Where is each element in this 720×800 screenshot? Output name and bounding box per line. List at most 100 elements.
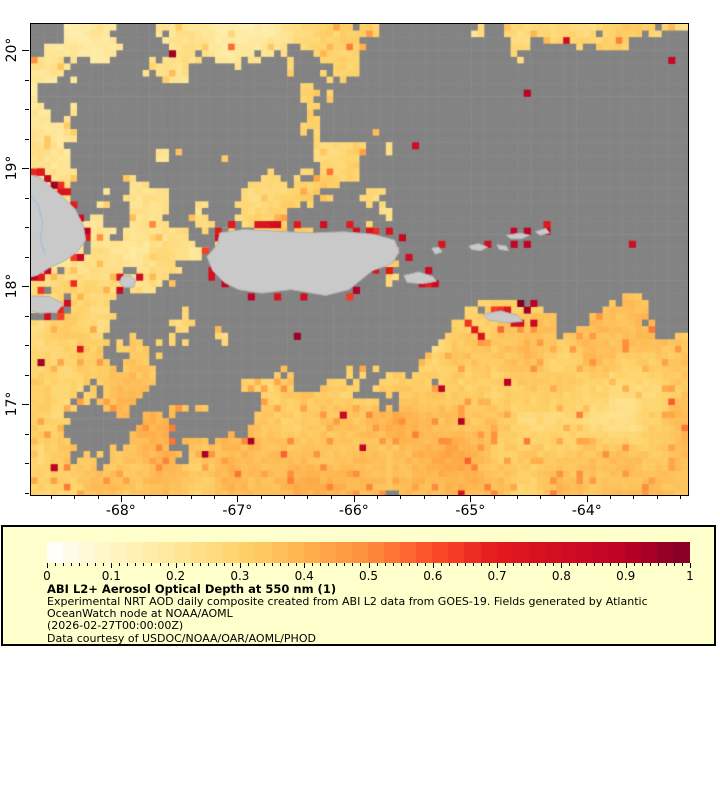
legend-text-block: ABI L2+ Aerosol Optical Depth at 550 nm … [47, 582, 648, 645]
colorbar-minor-tick [352, 563, 354, 566]
colorbar-tick-label: 1 [686, 569, 694, 583]
x-axis-label: -67° [222, 503, 253, 519]
colorbar-tick-label: 0.4 [294, 569, 314, 583]
colorbar-minor-tick [264, 563, 265, 566]
colorbar-minor-tick [472, 563, 474, 566]
colorbar-minor-tick [681, 563, 683, 566]
y-axis-label: 19° [4, 155, 20, 181]
colorbar-minor-tick [183, 563, 185, 566]
colorbar-major-tick [690, 563, 691, 568]
colorbar-tick-label: 0.5 [358, 569, 379, 583]
y-major-tick [22, 50, 29, 52]
x-axis-label: -65° [455, 503, 486, 519]
x-minor-tick [656, 495, 658, 499]
colorbar-minor-tick [151, 563, 153, 566]
x-minor-tick [610, 495, 612, 499]
colorbar-minor-tick [135, 563, 137, 566]
colorbar-minor-tick [159, 563, 161, 566]
colorbar-minor-tick [255, 563, 257, 566]
legend-data-courtesy: Data courtesy of USDOC/NOAA/OAR/AOML/PHO… [47, 631, 316, 645]
legend-timestamp: (2026-02-27T00:00:00Z) [47, 619, 184, 633]
colorbar-minor-tick [79, 563, 81, 566]
colorbar-minor-tick [641, 563, 643, 566]
y-axis-label: 20° [4, 37, 20, 63]
colorbar-major-tick [239, 563, 241, 568]
colorbar-minor-tick [360, 563, 362, 566]
legend-title: ABI L2+ Aerosol Optical Depth at 550 nm … [47, 582, 337, 596]
colorbar-minor-tick [481, 563, 483, 566]
y-minor-tick [25, 374, 29, 376]
colorbar-minor-tick [448, 563, 450, 566]
y-major-tick [22, 404, 29, 406]
colorbar-minor-tick [529, 563, 531, 566]
colorbar-minor-tick [288, 563, 290, 566]
x-minor-tick [190, 495, 192, 499]
colorbar-minor-tick [223, 563, 225, 566]
y-axis-label: 17° [4, 391, 20, 417]
colorbar-tick-label: 0.9 [616, 569, 636, 583]
colorbar-minor-tick [207, 563, 209, 566]
map-plot-area [30, 23, 689, 496]
colorbar-minor-tick [63, 563, 65, 566]
colorbar-minor-tick [87, 563, 89, 566]
y-major-tick [22, 286, 29, 288]
colorbar-minor-tick [336, 563, 338, 566]
colorbar-minor-tick [280, 563, 282, 566]
colorbar-minor-tick [537, 563, 539, 566]
x-minor-tick [423, 495, 425, 499]
x-minor-tick [214, 495, 216, 499]
colorbar-minor-tick [553, 563, 555, 566]
colorbar-minor-tick [577, 563, 579, 566]
colorbar-minor-tick [673, 563, 675, 566]
legend-panel: 0 0.1 0.2 0.3 0.4 0.5 0.6 0.7 0.8 0.9 1 ABI L2+ Ae… [1, 525, 716, 646]
x-minor-tick [97, 495, 99, 499]
colorbar-minor-tick [408, 563, 410, 566]
colorbar-minor-tick [143, 563, 145, 566]
y-axis-label: 18° [4, 273, 20, 299]
colorbar-major-tick [47, 563, 48, 568]
colorbar-minor-tick [513, 563, 515, 566]
colorbar-minor-tick [71, 563, 73, 566]
colorbar-minor-tick [424, 563, 426, 566]
colorbar-minor-tick [464, 563, 466, 566]
colorbar-minor-tick [569, 563, 571, 566]
colorbar-minor-tick [400, 563, 402, 566]
x-axis-label: -68° [105, 503, 136, 519]
colorbar-major-tick [625, 563, 627, 568]
x-minor-tick [680, 495, 681, 499]
x-minor-tick [167, 495, 169, 499]
colorbar-major-tick [304, 563, 306, 568]
y-major-tick [22, 168, 29, 170]
x-minor-tick [74, 495, 76, 499]
colorbar-tick-label: 0.7 [487, 569, 507, 583]
colorbar-minor-tick [609, 563, 611, 566]
colorbar-minor-tick [312, 563, 314, 566]
legend-description-line-1: Experimental NRT AOD daily composite cre… [47, 595, 648, 608]
colorbar-minor-tick [344, 563, 346, 566]
colorbar-minor-tick [617, 563, 619, 566]
y-minor-tick [25, 492, 29, 494]
colorbar-minor-tick [231, 563, 233, 566]
y-minor-tick [25, 197, 29, 199]
colorbar-minor-tick [489, 563, 491, 566]
y-minor-tick [25, 109, 29, 111]
x-major-tick [586, 495, 588, 502]
x-minor-tick [563, 495, 565, 499]
x-major-tick [120, 495, 122, 502]
y-minor-tick [25, 463, 29, 465]
y-minor-tick [25, 256, 29, 258]
x-minor-tick [493, 495, 495, 499]
colorbar-minor-tick [633, 563, 635, 566]
y-minor-tick [25, 79, 29, 81]
colorbar-minor-tick [103, 563, 105, 566]
colorbar-minor-tick [601, 563, 603, 566]
colorbar-tick-label: 0.8 [551, 569, 571, 583]
x-minor-tick [50, 495, 52, 499]
x-major-tick [470, 495, 472, 502]
x-minor-tick [283, 495, 285, 499]
x-minor-tick [540, 495, 542, 499]
aod-map-canvas [31, 24, 688, 495]
colorbar-minor-tick [585, 563, 587, 566]
x-minor-tick [144, 495, 146, 499]
x-major-tick [353, 495, 355, 502]
